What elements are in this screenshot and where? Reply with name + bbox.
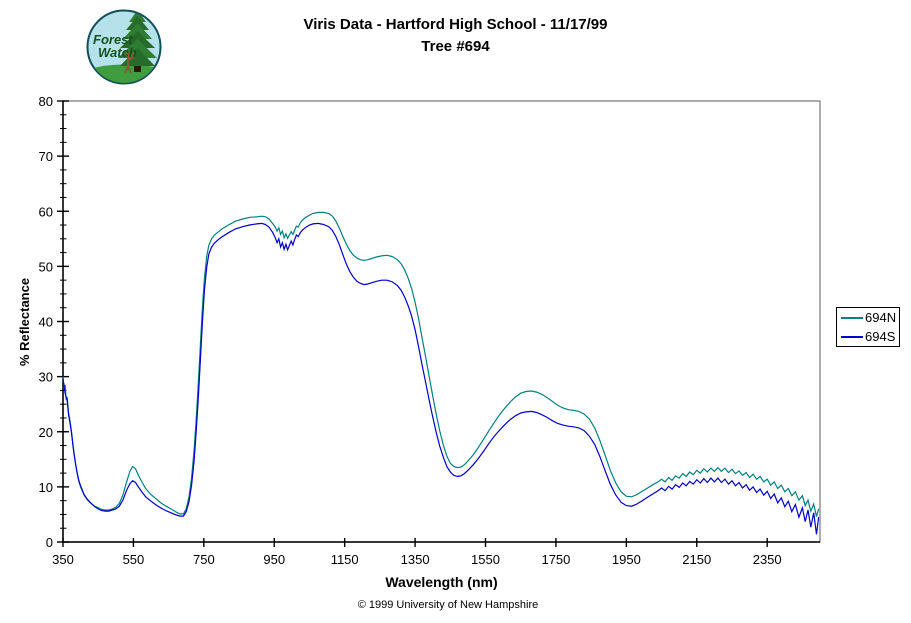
x-tick-label: 1350: [401, 552, 430, 567]
y-tick-label: 0: [46, 535, 53, 550]
x-axis-title: Wavelength (nm): [385, 574, 498, 590]
legend-swatch-line: [841, 316, 863, 319]
plot-frame: [62, 100, 821, 543]
x-tick-label: 2150: [682, 552, 711, 567]
legend-label: 694N: [865, 310, 897, 325]
y-tick-label: 80: [39, 94, 53, 109]
x-tick-label: 2350: [753, 552, 782, 567]
x-tick-label: 350: [52, 552, 74, 567]
series-line-694n: [62, 211, 820, 517]
chart-title-line2: Tree #694: [421, 38, 490, 55]
copyright-note: © 1999 University of New Hampshire: [357, 599, 539, 611]
y-tick-label: 70: [39, 149, 53, 164]
y-tick-label: 50: [39, 259, 53, 274]
series-line-694s: [62, 222, 820, 535]
forest-watch-logo: Forest Watch: [86, 9, 162, 85]
x-tick-label: 550: [123, 552, 145, 567]
x-tick-label: 950: [263, 552, 285, 567]
chart-title-line1: Viris Data - Hartford High School - 11/1…: [303, 16, 608, 33]
y-tick-label: 40: [39, 315, 53, 330]
y-tick-label: 30: [39, 370, 53, 385]
logo-text-forest: Forest: [93, 32, 133, 47]
x-tick-label: 750: [193, 552, 215, 567]
person-icon: [124, 51, 135, 74]
legend-label: 694S: [865, 329, 896, 344]
x-tick-label: 1950: [612, 552, 641, 567]
x-tick-label: 1550: [471, 552, 500, 567]
logo-text-watch: Watch: [98, 45, 137, 60]
legend-item-694n: 694N: [841, 309, 899, 327]
legend: 694N 694S: [836, 307, 900, 347]
tree-icon: [118, 11, 157, 72]
legend-item-694s: 694S: [841, 328, 899, 346]
y-tick-label: 10: [39, 480, 53, 495]
y-axis-title: % Reflectance: [17, 277, 32, 367]
y-tick-label: 20: [39, 425, 53, 440]
x-tick-label: 1750: [541, 552, 570, 567]
legend-swatch-line: [841, 335, 863, 338]
x-tick-label: 1150: [331, 552, 359, 567]
y-tick-label: 60: [39, 204, 53, 219]
